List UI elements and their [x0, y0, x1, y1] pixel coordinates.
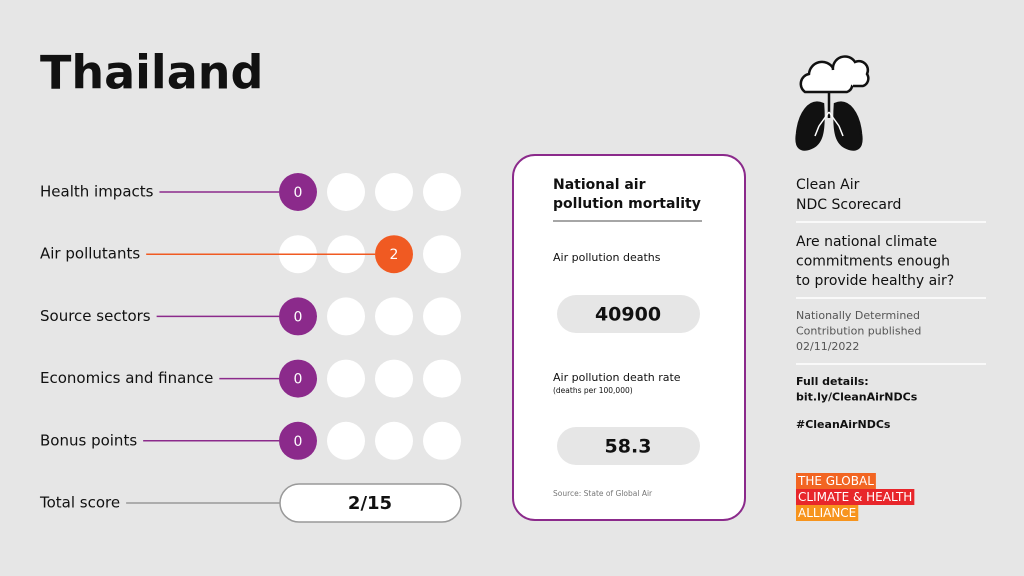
question: Are national climate	[796, 234, 937, 250]
details: bit.ly/CleanAirNDCs	[796, 391, 918, 404]
score-value: 2	[390, 247, 399, 263]
logo-band	[796, 505, 859, 521]
total-box	[279, 483, 462, 523]
row-label: Air pollutants	[40, 245, 140, 263]
score-marker	[279, 421, 317, 460]
row-label: Source sectors	[40, 307, 151, 325]
row-label: Economics and finance	[40, 369, 213, 387]
score-slot	[375, 173, 413, 211]
score-value: 0	[294, 309, 303, 325]
ndc-info: Contribution published	[796, 325, 921, 338]
rate-note: (deaths per 100,000)	[553, 386, 633, 395]
panel-title: pollution mortality	[553, 196, 701, 212]
score-marker	[279, 173, 317, 211]
source: Source: State of Global Air	[553, 489, 653, 498]
logo-text: THE GLOBAL	[797, 474, 874, 488]
score-slot	[375, 359, 413, 398]
row-label: Bonus points	[40, 431, 137, 449]
score-slot	[327, 297, 365, 336]
logo-band	[796, 473, 876, 489]
country-title: Thailand	[40, 46, 263, 100]
total-label: Total score	[39, 494, 120, 512]
score-marker	[375, 235, 413, 274]
score-slot	[375, 421, 413, 460]
rate-pill	[557, 427, 700, 465]
question: to provide healthy air?	[796, 273, 954, 289]
score-slot	[423, 297, 461, 336]
ndc-info: 02/11/2022	[796, 340, 859, 353]
rate-label: Air pollution death rate	[553, 371, 681, 384]
score-marker	[279, 297, 317, 336]
lungs-icon	[795, 55, 870, 151]
score-slot	[327, 421, 365, 460]
logo-text: CLIMATE & HEALTH	[798, 490, 912, 504]
deaths-label: Air pollution deaths	[553, 251, 661, 264]
score-slot	[327, 359, 365, 398]
row-label: Health impacts	[40, 183, 154, 201]
sidebar-title: NDC Scorecard	[796, 197, 901, 213]
details: Full details:	[796, 375, 869, 388]
rate-value: 58.3	[605, 436, 652, 458]
total-value: 2/15	[348, 493, 392, 514]
hashtag: #CleanAirNDCs	[796, 418, 891, 431]
sidebar-title: Clean Air	[796, 177, 860, 193]
score-slot	[423, 421, 461, 460]
score-value: 0	[294, 372, 303, 388]
ndc-info: Nationally Determined	[796, 309, 920, 322]
question: commitments enough	[796, 254, 950, 270]
score-slot	[423, 359, 461, 398]
logo-text: ALLIANCE	[798, 506, 856, 520]
score-slot	[375, 297, 413, 336]
score-marker	[279, 359, 317, 398]
score-value: 0	[294, 185, 303, 201]
score-slot	[423, 235, 461, 274]
panel-title: National air	[553, 177, 646, 193]
deaths-value: 40900	[595, 304, 661, 326]
logo-band	[796, 489, 915, 505]
score-slot	[327, 173, 365, 211]
score-value: 0	[294, 434, 303, 450]
score-slot	[423, 173, 461, 211]
deaths-pill	[557, 295, 700, 333]
